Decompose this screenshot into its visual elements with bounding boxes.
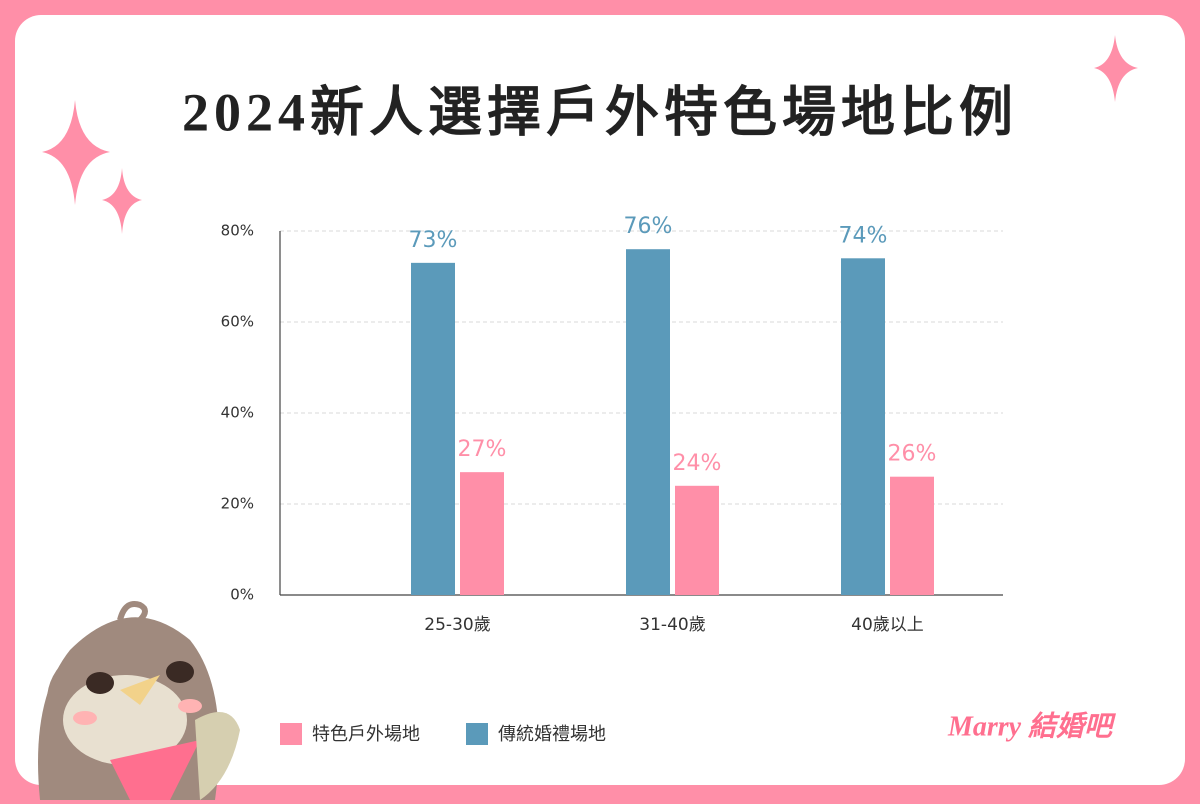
bar: [890, 476, 934, 595]
value-label: 74%: [839, 223, 888, 248]
y-tick-label: 20%: [221, 495, 254, 513]
y-tick-label: 60%: [221, 313, 254, 331]
bar: [626, 249, 670, 595]
x-tick-label: 25-30歲: [424, 615, 490, 635]
value-label: 76%: [624, 214, 673, 239]
value-label: 27%: [458, 437, 507, 462]
value-label: 26%: [888, 442, 937, 467]
brand: Marry 結婚吧: [947, 710, 1116, 742]
value-label: 24%: [673, 451, 722, 476]
value-label: 73%: [409, 228, 458, 253]
x-tick-label: 31-40歲: [639, 615, 705, 635]
y-tick-label: 80%: [221, 222, 254, 240]
bar: [841, 258, 885, 595]
legend-label: 特色戶外場地: [312, 724, 420, 745]
legend-label: 傳統婚禮場地: [498, 724, 606, 745]
sparkles: [42, 35, 1138, 234]
bar: [675, 485, 719, 595]
y-tick-label: 40%: [221, 404, 254, 422]
mascot: [38, 601, 240, 800]
x-tick-label: 40歲以上: [851, 615, 924, 635]
bar: [411, 262, 455, 595]
y-tick-label: 0%: [230, 586, 254, 604]
bar: [460, 472, 504, 595]
legend-swatch: [466, 723, 488, 745]
chart-title: 2024新人選擇戶外特色場地比例: [182, 82, 1018, 142]
legend-swatch: [280, 723, 302, 745]
